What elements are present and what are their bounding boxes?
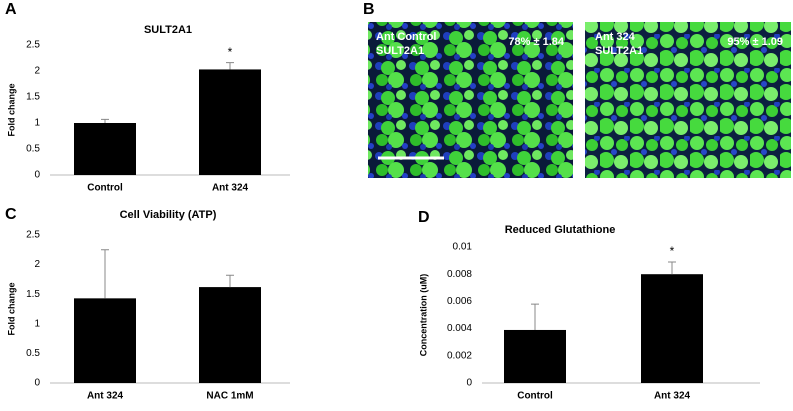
chart-title: Cell Viability (ATP) [120, 209, 217, 221]
x-tick-label: Control [87, 183, 123, 194]
bar [199, 287, 261, 383]
panel-label: C [5, 206, 17, 223]
panel-label: A [5, 1, 17, 18]
chart-title: Reduced Glutathione [505, 224, 616, 236]
y-axis-label: Fold change [6, 83, 16, 136]
x-tick-label: NAC 1mM [206, 391, 253, 402]
y-tick-label: 0.5 [26, 348, 40, 359]
panel-label: B [363, 1, 375, 18]
x-tick-label: Ant 324 [87, 391, 124, 402]
y-tick-label: 1.5 [26, 92, 40, 103]
image-label: Ant Control [376, 31, 436, 43]
y-tick-label: 0.004 [447, 323, 472, 334]
micrograph [585, 22, 791, 178]
bar [641, 274, 703, 383]
error-bar [101, 118, 109, 123]
y-tick-label: 1 [34, 318, 40, 329]
bar [199, 69, 261, 175]
y-tick-label: 2 [34, 259, 40, 270]
image-label: SULT2A1 [376, 45, 424, 57]
y-tick-label: 0 [34, 378, 40, 389]
y-tick-label: 2.5 [26, 40, 40, 51]
y-tick-label: 2 [34, 66, 40, 77]
error-bar [101, 249, 109, 299]
error-bar [668, 261, 676, 275]
x-tick-label: Control [517, 391, 553, 402]
image-label: Ant 324 [595, 31, 636, 43]
bar [74, 123, 136, 175]
image-stat: 78% ± 1.84 [508, 36, 564, 48]
y-tick-label: 0 [34, 170, 40, 181]
error-bar [226, 62, 234, 70]
chart-title: SULT2A1 [144, 24, 192, 36]
error-bar [226, 274, 234, 288]
panel-label: D [418, 209, 430, 226]
bar [74, 298, 136, 383]
y-tick-label: 2.5 [26, 230, 40, 241]
y-tick-label: 0.002 [447, 350, 472, 361]
image-label: SULT2A1 [595, 45, 643, 57]
y-tick-label: 0 [466, 378, 472, 389]
annotation: * [228, 45, 233, 59]
y-tick-label: 1.5 [26, 289, 40, 300]
error-bar [531, 303, 539, 330]
annotation: * [670, 244, 675, 258]
bar [504, 329, 566, 383]
x-tick-label: Ant 324 [212, 183, 249, 194]
y-tick-label: 0.008 [447, 269, 472, 280]
y-axis-label: Concentration (uM) [418, 274, 428, 357]
y-axis-label: Fold change [6, 282, 16, 335]
y-tick-label: 0.5 [26, 144, 40, 155]
micrograph [368, 22, 573, 178]
y-tick-label: 1 [34, 118, 40, 129]
image-panel: B Ant Control SULT2A1 78% ± 1.84 Ant 324… [363, 1, 791, 178]
y-tick-label: 0.01 [453, 242, 473, 253]
x-tick-label: Ant 324 [654, 391, 691, 402]
image-stat: 95% ± 1.09 [727, 36, 783, 48]
y-tick-label: 0.006 [447, 296, 472, 307]
